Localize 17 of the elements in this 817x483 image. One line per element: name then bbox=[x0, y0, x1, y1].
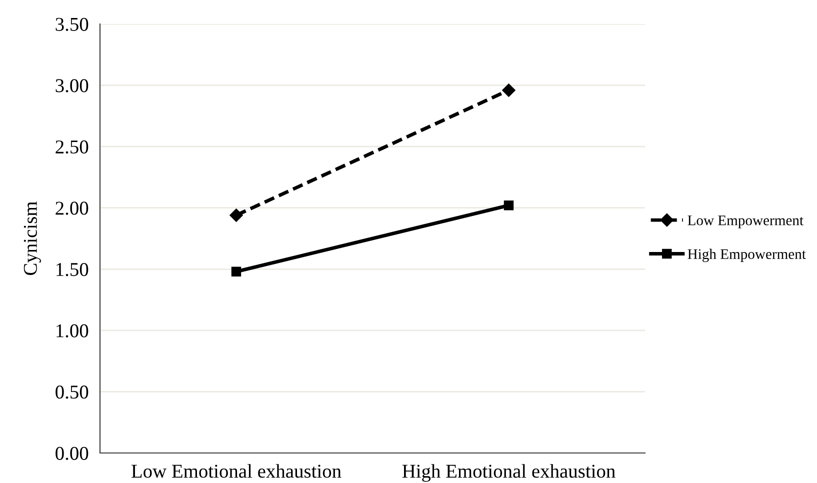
y-tick-label: 0.00 bbox=[56, 446, 88, 460]
y-tick-label: 2.50 bbox=[56, 140, 88, 154]
x-tick-label: High Emotional exhaustion bbox=[402, 464, 616, 482]
point bbox=[231, 266, 242, 276]
legend-label: High Empowerment bbox=[688, 248, 806, 262]
y-tick-label: 3.50 bbox=[56, 18, 88, 32]
x-tick-label: Low Emotional exhaustion bbox=[132, 464, 342, 478]
y-tick-label: 1.00 bbox=[56, 324, 88, 338]
y-axis-title: Cynicism bbox=[24, 202, 41, 275]
y-tick-label: 2.00 bbox=[56, 202, 88, 215]
point bbox=[502, 84, 516, 97]
point bbox=[230, 208, 243, 222]
y-tick-label: 1.50 bbox=[56, 262, 88, 276]
point bbox=[504, 200, 514, 210]
y-tick-label: 3.00 bbox=[56, 79, 88, 92]
y-tick-label: 0.50 bbox=[56, 386, 88, 399]
legend-label: Low Empowerment bbox=[688, 216, 804, 228]
